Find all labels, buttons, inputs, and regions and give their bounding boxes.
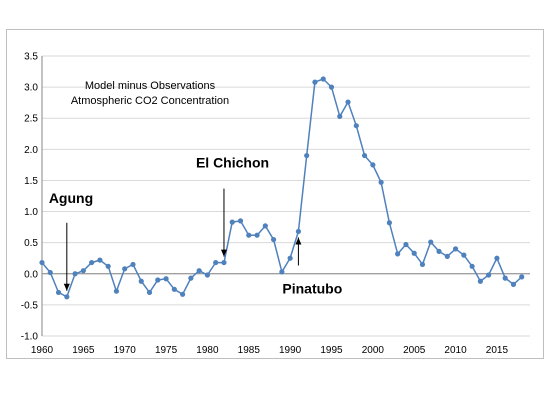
data-point [486, 272, 492, 278]
data-point [312, 79, 318, 85]
chart-title-line-2: Atmospheric CO2 Concentration [71, 95, 229, 107]
data-point [361, 152, 368, 159]
data-point [469, 263, 475, 269]
x-tick-label: 1960 [31, 345, 54, 356]
data-point [411, 250, 417, 256]
x-tick-label: 2000 [362, 345, 385, 356]
data-point [55, 289, 62, 296]
data-point [254, 232, 260, 238]
arrow-head-icon [63, 283, 70, 291]
y-tick-label: 1.0 [24, 207, 38, 218]
data-point [196, 268, 202, 274]
data-point [64, 294, 70, 300]
x-tick-label: 1995 [320, 345, 343, 356]
data-point [428, 239, 434, 245]
annotation-label: El Chichon [196, 155, 269, 171]
x-tick-label: 1970 [114, 345, 137, 356]
data-point [395, 251, 401, 257]
data-point [304, 152, 310, 159]
y-tick-labels: -1.0 -0.5 0.0 0.5 1.0 1.5 2.0 2.5 3.0 3.5 [21, 52, 39, 343]
data-point [221, 259, 227, 266]
data-point [204, 272, 211, 278]
data-point [419, 261, 426, 268]
data-point [494, 255, 500, 261]
data-point [510, 281, 517, 287]
arrow-head-icon [220, 249, 227, 257]
data-point [72, 271, 78, 277]
y-tick-label: 0.0 [24, 269, 38, 280]
data-point [171, 286, 177, 292]
data-point [345, 99, 351, 105]
x-tick-label: 1975 [155, 345, 178, 356]
x-tick-label: 1965 [72, 345, 95, 356]
data-point [295, 228, 302, 235]
data-point [378, 179, 384, 185]
data-point [113, 288, 120, 294]
gridlines [42, 55, 530, 337]
data-point [320, 76, 326, 82]
data-point [146, 289, 153, 296]
data-point [337, 113, 343, 119]
data-point [229, 219, 235, 225]
data-point [180, 291, 186, 297]
data-point [237, 218, 244, 224]
y-tick-label: 0.5 [24, 238, 38, 249]
chart-title-line-1: Model minus Observations [85, 80, 216, 92]
y-tick-label: 1.5 [24, 176, 38, 187]
annotation-label: Pinatubo [282, 280, 342, 296]
x-tick-label: 1990 [279, 345, 302, 356]
data-point [163, 276, 169, 282]
data-point [39, 259, 45, 266]
annotations: Agung El Chichon Pinatubo [49, 155, 342, 297]
data-point [97, 257, 103, 263]
x-tick-label: 2015 [486, 345, 509, 356]
y-tick-label: 3.5 [24, 52, 38, 63]
data-point [461, 252, 467, 258]
y-tick-label: 3.0 [24, 83, 38, 94]
data-point [122, 266, 128, 272]
x-tick-labels: 1960 1965 1970 1975 1980 1985 1990 1995 2000 2005… [31, 345, 509, 356]
data-point [452, 246, 459, 252]
x-tick-label: 2005 [403, 345, 426, 356]
data-point [502, 275, 508, 281]
x-tick-label: 1985 [238, 345, 261, 356]
data-point [386, 220, 392, 226]
data-point [403, 241, 409, 248]
series-line [41, 78, 523, 298]
data-point [353, 123, 359, 129]
data-point [279, 269, 285, 275]
annotation-label: Agung [49, 190, 93, 206]
data-point [105, 263, 111, 269]
y-tick-label: 2.5 [24, 114, 38, 125]
arrow-head-icon [295, 237, 302, 245]
data-point [80, 268, 86, 274]
data-point [188, 275, 194, 281]
data-point [155, 277, 161, 283]
data-point [89, 259, 95, 266]
x-tick-label: 2010 [444, 345, 467, 356]
data-point [270, 236, 277, 243]
data-point [130, 261, 136, 268]
x-tick-label: 1980 [196, 345, 219, 356]
chart-area [6, 29, 544, 359]
data-point [370, 162, 376, 168]
series-points [39, 76, 525, 300]
y-tick-label: -0.5 [21, 300, 39, 311]
data-point [246, 232, 252, 238]
data-point [436, 248, 442, 254]
data-point [328, 84, 335, 90]
data-point [47, 269, 53, 276]
data-point [519, 274, 525, 280]
data-point [213, 259, 219, 266]
y-tick-label: -1.0 [21, 332, 39, 343]
y-tick-label: 2.0 [24, 145, 38, 156]
data-point [477, 278, 483, 284]
data-point [444, 253, 450, 259]
data-point [287, 255, 293, 261]
data-point [262, 223, 268, 229]
data-point [138, 278, 144, 284]
